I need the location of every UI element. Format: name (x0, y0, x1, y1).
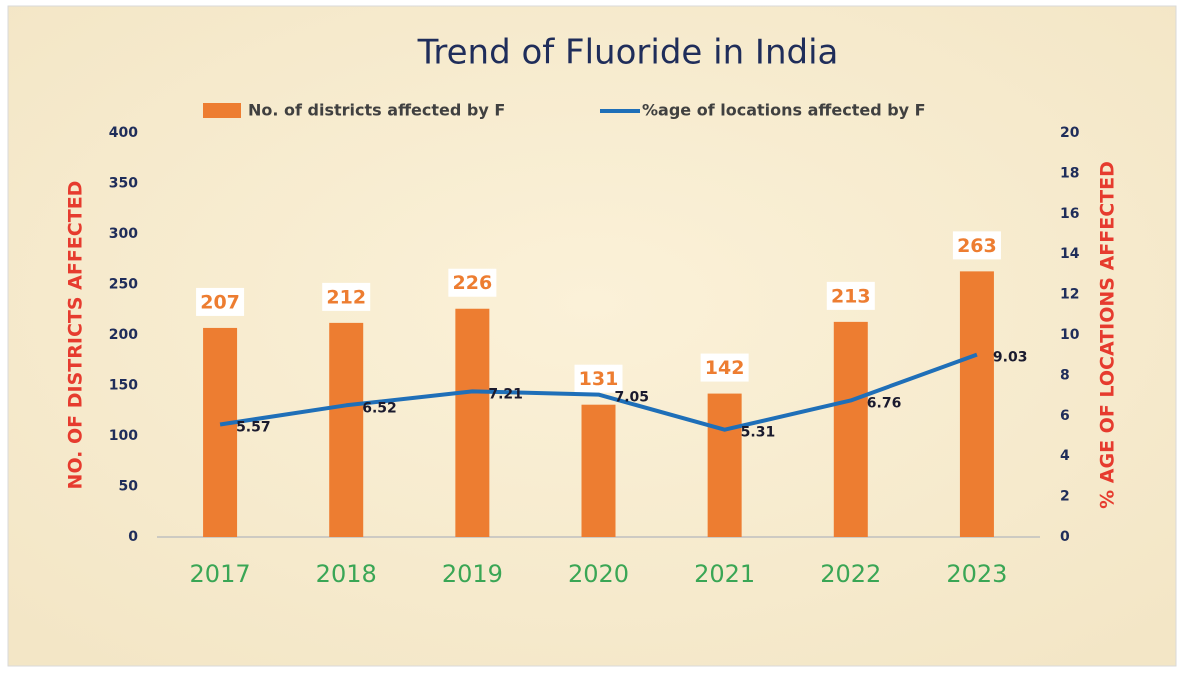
y2-tick-label: 20 (1060, 125, 1080, 141)
bar (329, 322, 364, 537)
y-tick-label: 0 (128, 529, 138, 545)
bar (833, 321, 868, 537)
data-label-box (952, 231, 1001, 260)
data-label: 263 (957, 235, 997, 257)
y-tick-label: 100 (109, 428, 138, 444)
data-label-box (700, 353, 749, 382)
legend-label: %age of locations affected by F (642, 101, 926, 120)
bar (959, 271, 994, 537)
data-label-box (448, 268, 497, 297)
data-label: 131 (579, 368, 619, 390)
data-label-box (322, 282, 371, 311)
data-label: 7.21 (488, 386, 523, 402)
y2-axis-label: % AGE OF LOCATIONS AFFECTED (1097, 161, 1119, 509)
x-tick-label: 2017 (190, 560, 251, 588)
y2-tick-label: 0 (1060, 529, 1070, 545)
chart-title: Trend of Fluoride in India (417, 33, 839, 73)
data-label: 7.05 (615, 390, 650, 406)
y-tick-label: 200 (109, 327, 138, 343)
data-label: 142 (705, 357, 745, 379)
y-tick-label: 250 (109, 277, 138, 293)
y2-tick-label: 2 (1060, 489, 1070, 505)
bar (581, 404, 616, 537)
y2-tick-label: 4 (1060, 448, 1070, 464)
y2-tick-label: 8 (1060, 367, 1070, 383)
y-tick-label: 300 (109, 226, 138, 242)
data-label: 5.57 (236, 419, 271, 435)
x-tick-label: 2019 (442, 560, 503, 588)
data-label: 6.76 (867, 395, 902, 411)
y-axis-label: NO. OF DISTRICTS AFFECTED (65, 181, 87, 490)
legend-label: No. of districts affected by F (248, 101, 505, 120)
bar (203, 327, 238, 537)
y-tick-label: 50 (119, 479, 139, 495)
y2-tick-label: 16 (1060, 206, 1079, 222)
legend-swatch (203, 103, 241, 118)
x-tick-label: 2021 (694, 560, 755, 588)
y-tick-label: 350 (109, 176, 138, 192)
y2-tick-label: 18 (1060, 165, 1079, 181)
data-label-box (574, 364, 623, 393)
y2-tick-label: 6 (1060, 408, 1070, 424)
data-label: 207 (200, 291, 240, 313)
y2-tick-label: 12 (1060, 287, 1079, 303)
data-label: 212 (326, 286, 366, 308)
line (219, 352, 978, 432)
y2-tick-label: 14 (1060, 246, 1080, 262)
data-label-box (196, 287, 245, 316)
y-tick-label: 150 (109, 378, 138, 394)
data-label: 5.31 (741, 425, 776, 441)
x-tick-label: 2023 (946, 560, 1007, 588)
bar (707, 393, 742, 537)
y-tick-label: 400 (109, 125, 138, 141)
data-label: 213 (831, 285, 871, 307)
data-label: 6.52 (362, 400, 397, 416)
y2-tick-label: 10 (1060, 327, 1080, 343)
data-label: 9.03 (993, 350, 1028, 366)
data-label-box (826, 281, 875, 310)
x-tick-label: 2022 (820, 560, 881, 588)
x-tick-label: 2018 (316, 560, 377, 588)
x-tick-label: 2020 (568, 560, 629, 588)
bar (455, 308, 490, 537)
data-label: 226 (453, 272, 493, 294)
